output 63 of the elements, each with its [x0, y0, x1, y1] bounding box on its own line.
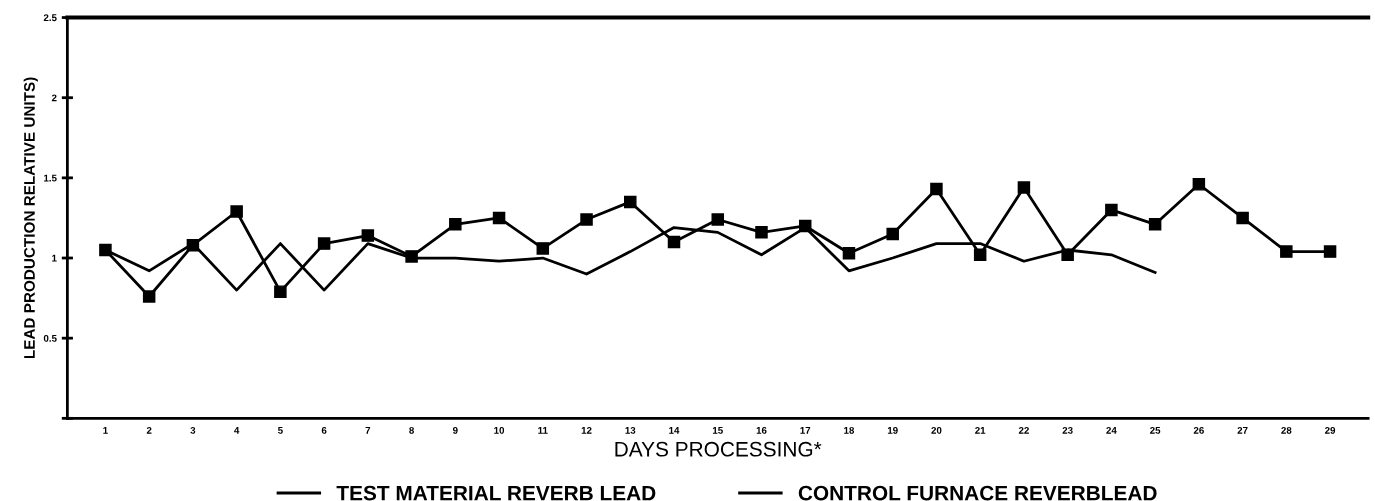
x-tick-label: 11: [538, 427, 548, 434]
legend-label: CONTROL FURNACE REVERBLEAD: [798, 485, 1157, 501]
x-tick-label: 4: [234, 427, 240, 434]
x-tick-label: 26: [1193, 426, 1204, 434]
x-tick-label: 2: [146, 426, 152, 434]
y-tick-label: 2.5: [43, 14, 57, 22]
point: [886, 227, 899, 241]
x-tick-label: 20: [931, 426, 942, 434]
point: [1280, 245, 1293, 258]
point: [405, 250, 418, 263]
point: [1017, 181, 1031, 194]
x-tick-label: 15: [712, 427, 723, 434]
point: [361, 229, 375, 242]
x-tick-label: 27: [1237, 426, 1248, 434]
x-tick-label: 25: [1150, 426, 1161, 434]
x-tick-label: 21: [975, 426, 986, 434]
x-tick-label: 18: [844, 426, 855, 434]
y-axis-title: LEAD PRODUCTION RELATIVE UNITS): [23, 77, 38, 359]
point: [230, 205, 243, 218]
x-tick-label: 13: [625, 426, 636, 434]
y-tick-label: 2: [51, 94, 57, 102]
point: [711, 213, 725, 226]
x-tick-label: 12: [581, 426, 592, 434]
x-tick-label: 3: [190, 426, 196, 434]
x-tick-label: 28: [1281, 426, 1292, 434]
x-tick-label: 6: [321, 426, 327, 434]
point: [667, 235, 681, 249]
y-tick-label: 1: [52, 254, 57, 262]
x-tick-label: 1: [103, 427, 108, 434]
x-tick-label: 7: [365, 427, 371, 434]
point: [580, 213, 593, 226]
point: [274, 285, 287, 298]
x-tick-label: 16: [756, 426, 767, 434]
y-tick-label: 0.5: [43, 334, 57, 342]
point: [1236, 211, 1249, 225]
x-tick-label: 24: [1106, 426, 1117, 434]
point: [755, 226, 768, 239]
point: [142, 290, 156, 303]
point: [1105, 203, 1118, 217]
point: [536, 242, 550, 255]
x-tick-label: 9: [452, 426, 458, 434]
x-tick-label: 10: [494, 426, 505, 434]
point: [842, 246, 856, 260]
x-tick-label: 19: [887, 426, 898, 434]
x-tick-label: 8: [409, 426, 414, 434]
y-tick-label: 1.5: [44, 174, 57, 182]
x-tick-label: 23: [1062, 426, 1073, 434]
x-axis-title: DAYS PROCESSING*: [615, 441, 822, 457]
point: [317, 237, 331, 250]
point: [973, 248, 987, 262]
x-tick-label: 17: [800, 427, 811, 434]
x-tick-label: 5: [277, 427, 283, 434]
point: [930, 182, 943, 196]
legend-label: TEST MATERIAL REVERB LEAD: [336, 485, 656, 501]
point: [492, 211, 506, 225]
x-tick-label: 14: [669, 427, 680, 434]
point: [1323, 245, 1337, 258]
x-tick-label: 29: [1325, 426, 1336, 434]
point: [449, 218, 462, 231]
x-tick-label: 22: [1018, 426, 1029, 434]
point: [1192, 178, 1206, 191]
point: [624, 195, 637, 209]
point: [1148, 218, 1162, 231]
